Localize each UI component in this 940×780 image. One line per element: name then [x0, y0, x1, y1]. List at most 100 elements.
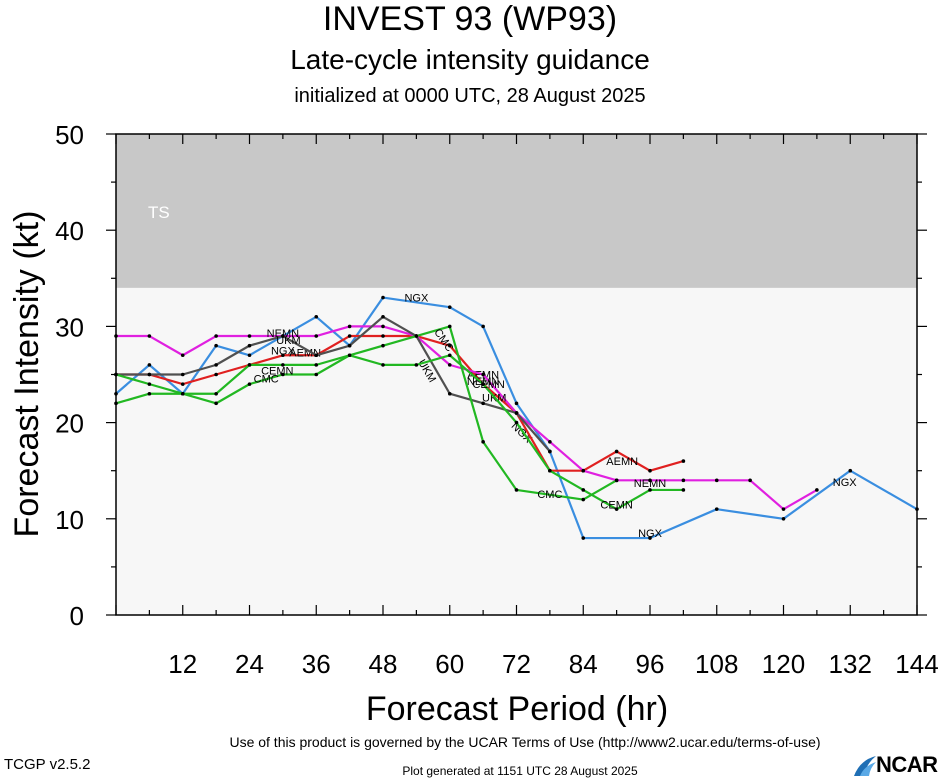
y-axis-label: Forecast Intensity (kt) [8, 211, 46, 538]
point-nemn-11 [481, 372, 485, 377]
point-nemn-16 [648, 478, 652, 483]
point-cemn-17 [681, 488, 686, 492]
point-aemn-7 [347, 334, 352, 338]
point-cmc-14 [614, 478, 619, 483]
point-aemn-3 [214, 372, 218, 377]
point-ngx-6 [314, 314, 319, 319]
point-cmc-5 [281, 372, 285, 377]
y-tick-label-50: 50 [55, 120, 84, 150]
point-ngx-1 [147, 363, 152, 367]
point-cemn-11 [481, 382, 485, 386]
point-nemn-8 [381, 324, 385, 329]
series-line-ukm [116, 315, 551, 453]
version-label: TCGP v2.5.2 [4, 756, 91, 773]
point-nemn-1 [147, 334, 152, 338]
point-nemn-10 [447, 363, 452, 367]
ncar-logo-text: NCAR [876, 752, 938, 777]
y-tick-label-0: 0 [70, 601, 84, 631]
x-tick-label-144: 144 [895, 649, 938, 679]
series-label-nemn-2: NEMN [634, 478, 666, 490]
point-nemn-13 [548, 440, 552, 444]
chart-subtitle: Late-cycle intensity guidance [290, 44, 650, 75]
series-label-cmc-2: CMC [537, 489, 562, 501]
point-cemn-9 [414, 363, 419, 367]
init-time: initialized at 0000 UTC, 28 August 2025 [294, 85, 646, 107]
point-ngx-13 [581, 536, 586, 540]
point-ngx-3 [214, 343, 218, 348]
point-aemn-16 [648, 468, 652, 473]
point-cmc-6 [314, 372, 319, 377]
x-tick-label-96: 96 [636, 649, 665, 679]
point-cemn-8 [381, 363, 385, 367]
x-tick-label-60: 60 [435, 649, 464, 679]
y-tick-label-40: 40 [55, 216, 84, 246]
x-tick-label-84: 84 [569, 649, 598, 679]
point-ngx-4 [247, 353, 252, 358]
point-ukm-12 [514, 411, 519, 415]
series-label-aemn-0: AEMN [289, 347, 321, 359]
point-cemn-1 [147, 382, 152, 386]
x-tick-label-120: 120 [762, 649, 805, 679]
intensity-chart: TS NGXNGXNGXNGXNGXAEMNAEMNAEMNNEMNNEMNNE… [8, 120, 939, 728]
point-aemn-17 [681, 459, 686, 463]
point-cemn-16 [648, 488, 652, 492]
point-nemn-4 [247, 334, 252, 338]
x-tick-label-72: 72 [502, 649, 531, 679]
point-ukm-1 [147, 372, 152, 377]
band-0 [116, 134, 917, 288]
band-label-ts: TS [148, 203, 170, 222]
series-line-cemn [115, 354, 684, 511]
x-tick-label-24: 24 [235, 649, 264, 679]
point-ukm-13 [548, 449, 552, 454]
point-nemn-3 [214, 334, 218, 338]
ncar-logo: NCAR [852, 752, 938, 780]
series-label-ngx-1: NGX [404, 293, 429, 305]
point-ukm-6 [314, 353, 319, 358]
series-label-nemn-0: NEMN [267, 328, 299, 340]
point-aemn-15 [614, 449, 619, 454]
generated-time: Plot generated at 1151 UTC 28 August 202… [402, 764, 638, 778]
point-cemn-2 [180, 391, 185, 396]
series-label-ukm-0: UKM [276, 335, 300, 347]
point-aemn-2 [180, 382, 185, 386]
point-cmc-3 [214, 401, 218, 406]
series-label-aemn-2: AEMN [606, 456, 638, 468]
terms-of-use: Use of this product is governed by the U… [229, 734, 821, 750]
point-cmc-11 [481, 440, 485, 444]
y-tick-label-10: 10 [55, 505, 84, 535]
point-cemn-4 [247, 363, 252, 367]
point-cmc-8 [381, 343, 385, 348]
x-tick-label-36: 36 [302, 649, 331, 679]
point-ngx-11 [514, 401, 519, 406]
x-tick-label-108: 108 [695, 649, 738, 679]
point-cmc-13 [581, 497, 586, 502]
point-ukm-3 [214, 363, 218, 367]
point-cemn-12 [514, 420, 519, 425]
point-ngx-8 [381, 295, 385, 300]
series-label-cemn-1: CEMN [472, 379, 504, 391]
series-label-cemn-2: CEMN [600, 499, 632, 511]
series-label-cemn-0: CEMN [261, 366, 293, 378]
point-aemn-8 [381, 334, 385, 338]
x-tick-label-132: 132 [829, 649, 872, 679]
series-label-ngx-3: NGX [638, 528, 663, 540]
series-label-nemn-1: NEMN [467, 376, 499, 388]
point-cemn-5 [281, 363, 285, 367]
point-cmc-12 [514, 488, 519, 492]
point-nemn-17 [681, 478, 686, 483]
point-ukm-2 [180, 372, 185, 377]
point-cemn-7 [347, 353, 352, 358]
point-nemn-18 [714, 478, 719, 483]
series-label-ngx-4: NGX [833, 477, 858, 489]
point-cemn-14 [581, 488, 586, 492]
point-nemn-19 [748, 478, 752, 483]
series-line-aemn [116, 334, 684, 472]
point-ukm-8 [381, 314, 385, 319]
point-ngx-15 [714, 507, 719, 511]
point-ngx-10 [481, 324, 485, 329]
point-cemn-6 [314, 363, 319, 367]
chart-title: INVEST 93 (WP93) [322, 0, 618, 38]
point-cmc-9 [414, 334, 419, 338]
point-ngx-17 [848, 468, 853, 473]
point-cemn-13 [548, 468, 552, 473]
